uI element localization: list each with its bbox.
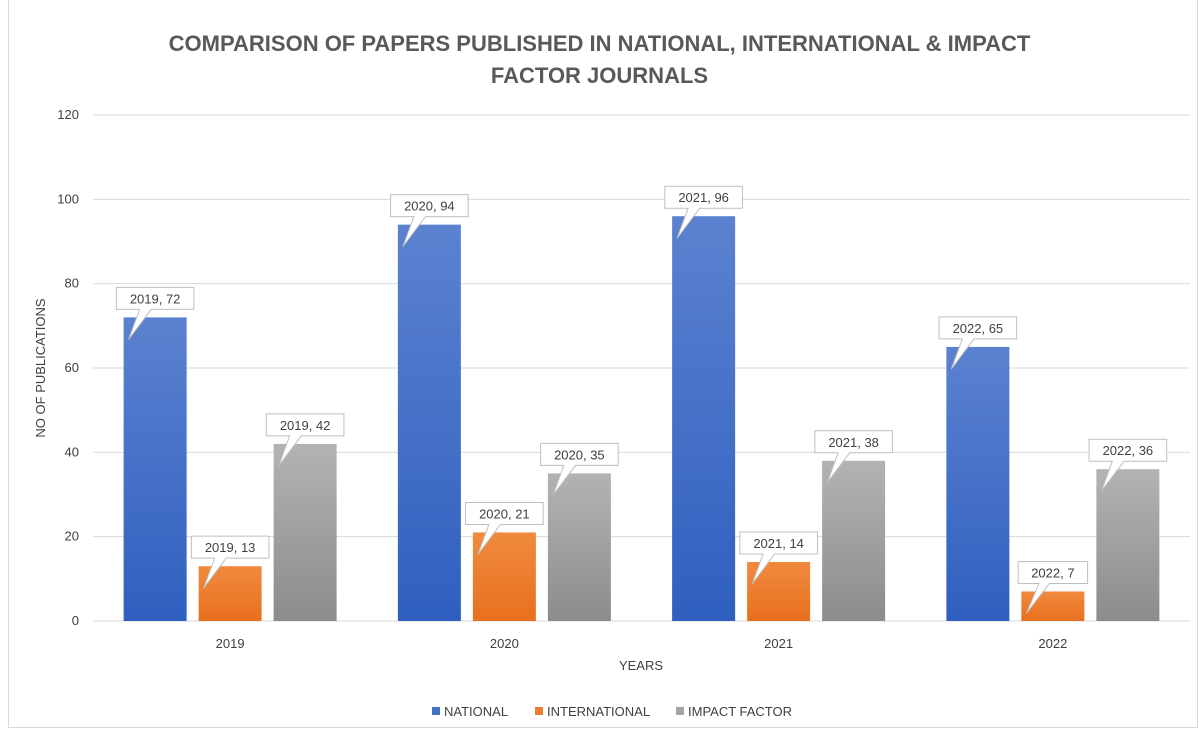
bar-international <box>198 566 262 621</box>
data-label-callout <box>190 535 270 589</box>
data-label: 2020, 35 <box>540 442 619 496</box>
data-label-callout <box>938 316 1018 370</box>
data-label: 2019, 42 <box>265 413 345 467</box>
y-axis-tick-labels: 0 20 40 60 80 100 120 <box>57 107 79 628</box>
data-label-callout <box>814 430 893 484</box>
data-label-text: 2021, 14 <box>753 536 804 551</box>
data-label-callout <box>390 194 469 247</box>
x-tick-label: 2019 <box>216 636 245 651</box>
data-label-callout <box>1088 438 1168 492</box>
data-label: 2022, 36 <box>1088 438 1168 492</box>
chart-title-line-2: FACTOR JOURNALS <box>490 63 709 88</box>
data-label-text: 2022, 7 <box>1031 565 1074 580</box>
legend-swatch <box>676 707 684 715</box>
y-tick-label: 100 <box>57 191 79 206</box>
data-label-text: 2021, 38 <box>828 435 879 450</box>
legend-label: IMPACT FACTOR <box>688 704 792 719</box>
data-label: 2021, 38 <box>814 430 893 484</box>
bar-impact-factor <box>547 473 611 621</box>
data-label: 2022, 65 <box>938 316 1018 370</box>
x-axis-title: YEARS <box>619 658 663 673</box>
legend-label: INTERNATIONAL <box>547 704 650 719</box>
legend-item: IMPACT FACTOR <box>676 704 792 719</box>
x-axis-tick-labels: 2019 2020 2021 2022 <box>216 636 1068 651</box>
chart-title-line-1: COMPARISON OF PAPERS PUBLISHED IN NATION… <box>168 31 1031 56</box>
y-tick-label: 20 <box>65 529 79 544</box>
bar-national <box>946 346 1010 621</box>
data-labels: 2019, 72 2019, 13 2019, 42 2020, 94 2020, 21… <box>115 185 1168 614</box>
y-tick-label: 60 <box>65 360 79 375</box>
data-label: 2020, 21 <box>465 501 544 555</box>
legend: NATIONAL INTERNATIONAL IMPACT FACTOR <box>432 704 792 719</box>
data-label-text: 2020, 21 <box>479 506 530 521</box>
legend-item: INTERNATIONAL <box>535 704 650 719</box>
bar-national <box>123 317 187 621</box>
data-label-text: 2022, 36 <box>1103 443 1154 458</box>
data-label: 2021, 96 <box>664 185 743 239</box>
data-label-text: 2021, 96 <box>678 190 729 205</box>
y-tick-label: 80 <box>65 276 79 291</box>
data-label-text: 2019, 42 <box>280 418 331 433</box>
x-tick-label: 2022 <box>1038 636 1067 651</box>
data-label-text: 2020, 35 <box>554 447 605 462</box>
chart-title: COMPARISON OF PAPERS PUBLISHED IN NATION… <box>0 28 1199 92</box>
data-label: 2020, 94 <box>390 194 469 247</box>
data-label: 2022, 7 <box>1017 560 1089 614</box>
y-tick-label: 120 <box>57 107 79 122</box>
y-tick-label: 40 <box>65 444 79 459</box>
legend-swatch <box>432 707 440 715</box>
bar-impact-factor <box>1096 469 1160 621</box>
x-tick-label: 2020 <box>490 636 519 651</box>
legend-item: NATIONAL <box>432 704 508 719</box>
bar-national <box>672 216 736 621</box>
legend-label: NATIONAL <box>444 704 508 719</box>
data-label-callout <box>1017 560 1089 614</box>
bar-impact-factor <box>273 443 337 621</box>
bar-national <box>397 224 461 621</box>
y-tick-label: 0 <box>72 613 79 628</box>
data-label: 2019, 13 <box>190 535 270 589</box>
data-label-callout <box>664 185 743 239</box>
y-axis-title: NO OF PUBLICATIONS <box>33 298 48 437</box>
data-label-callout <box>540 442 619 496</box>
data-label-callout <box>465 501 544 555</box>
data-label: 2019, 72 <box>115 286 195 340</box>
x-tick-label: 2021 <box>764 636 793 651</box>
data-label-callout <box>115 286 195 340</box>
data-label-callout <box>265 413 345 467</box>
legend-swatch <box>535 707 543 715</box>
data-label-text: 2019, 13 <box>205 540 256 555</box>
data-label: 2021, 14 <box>739 531 818 585</box>
data-label-text: 2020, 94 <box>404 199 455 214</box>
data-label-callout <box>739 531 818 585</box>
bar-impact-factor <box>822 460 886 621</box>
chart-frame <box>8 0 1198 728</box>
data-label-text: 2019, 72 <box>130 291 181 306</box>
data-label-text: 2022, 65 <box>953 321 1004 336</box>
bars <box>123 216 1160 621</box>
